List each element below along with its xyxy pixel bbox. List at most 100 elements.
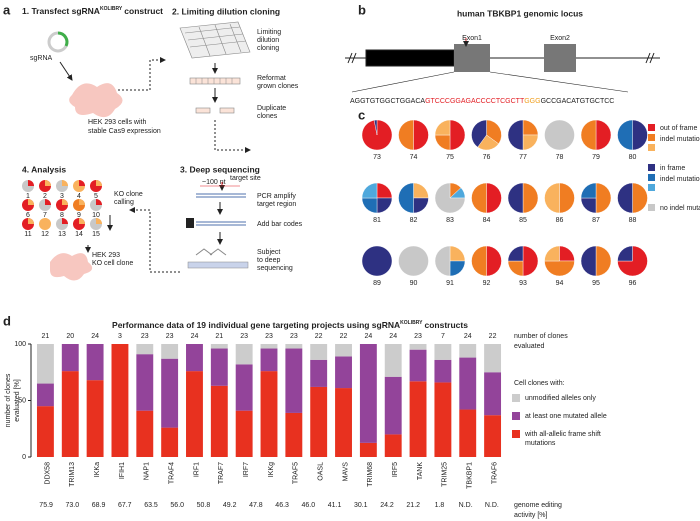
x-tick-label: TBKBP1 <box>467 462 474 489</box>
pie-label: 75 <box>446 154 454 161</box>
pie-slice <box>522 245 539 277</box>
pie-label: 88 <box>629 217 637 224</box>
pie-label: 81 <box>373 217 381 224</box>
pie-label: 74 <box>410 154 418 161</box>
bar-segment <box>136 410 154 457</box>
bar-segment <box>335 344 352 357</box>
clone-count: 24 <box>91 333 99 340</box>
caption: HEK 293 cells with <box>88 119 146 126</box>
clone-count: 21 <box>215 333 223 340</box>
clone-number: 7 <box>43 212 47 219</box>
panel-letter: a <box>3 2 11 17</box>
legend-swatch <box>648 124 655 131</box>
bar-segment <box>210 385 228 457</box>
mini-pie-slice <box>28 180 34 186</box>
pie-slice <box>398 182 414 214</box>
bar-segment <box>210 344 228 349</box>
x-tick-label: TRIM13 <box>69 462 76 487</box>
pie-slice <box>507 245 524 262</box>
legend-swatch <box>512 412 520 420</box>
bar-segment <box>61 371 79 457</box>
step-title: 4. Analysis <box>22 164 66 174</box>
legend-label: no indel mutation <box>660 205 700 212</box>
bar-segment <box>86 380 104 457</box>
bar-segment <box>61 344 79 372</box>
x-tick-label: TRAF4 <box>168 462 175 484</box>
activity-title: genome editing <box>514 502 562 509</box>
legend-label: out of frame <box>660 125 697 132</box>
bar-segment <box>210 348 228 386</box>
legend-title: Cell clones with: <box>514 380 565 387</box>
counts-title: evaluated <box>514 343 544 350</box>
counts-title: number of clones <box>514 333 568 340</box>
y-tick-label: 0 <box>22 454 26 461</box>
pie-slice <box>617 119 633 151</box>
bar-segment <box>459 409 477 457</box>
pie-label: 91 <box>446 280 454 287</box>
activity-value: 46.3 <box>275 502 289 509</box>
pie-label: 87 <box>592 217 600 224</box>
panel-b-art <box>345 38 660 93</box>
pie-slice <box>413 197 429 214</box>
pie-label: 83 <box>446 217 454 224</box>
caption: dilution <box>257 37 279 44</box>
pie-label: 96 <box>629 280 637 287</box>
pie-label: 94 <box>556 280 564 287</box>
bar-segment <box>310 386 328 457</box>
caption: Limiting <box>257 29 281 36</box>
bar-segment <box>384 376 402 435</box>
activity-value: 46.0 <box>302 502 316 509</box>
caption: KO cell clone <box>92 260 133 267</box>
panel-letter: c <box>358 107 365 122</box>
pie-slice <box>544 260 575 277</box>
clone-number: 2 <box>43 193 47 200</box>
activity-value: 49.2 <box>223 502 237 509</box>
bar-segment <box>235 410 253 457</box>
bar-segment <box>409 344 427 350</box>
bar-segment <box>260 344 278 349</box>
bar-segment <box>235 364 253 411</box>
clone-number: 9 <box>77 212 81 219</box>
pie-slice <box>544 119 575 151</box>
pie-slice <box>522 119 539 136</box>
caption: PCR amplify <box>257 193 296 200</box>
activity-value: 50.8 <box>197 502 211 509</box>
clone-number: 4 <box>77 193 81 200</box>
legend-label: unmodified alleles only <box>525 395 596 402</box>
bar-segment <box>484 372 502 416</box>
caption: grown clones <box>257 83 299 90</box>
pie-label: 78 <box>556 154 564 161</box>
bar-segment <box>111 344 129 457</box>
x-tick-label: NAP1 <box>144 462 151 480</box>
bar-segment <box>335 388 352 457</box>
sequence-part: AGGTGTGGCTGGACA <box>350 98 425 105</box>
activity-value: 56.0 <box>170 502 184 509</box>
clone-count: 3 <box>118 333 122 340</box>
pie-slice <box>507 182 524 214</box>
legend-label: with all-allelic frame shift <box>524 431 601 438</box>
pie-slice <box>361 245 393 277</box>
clone-count: 23 <box>414 333 422 340</box>
y-tick-label: 50 <box>18 397 26 404</box>
caption: Subject <box>257 249 280 256</box>
chart-title-text: Performance data of 19 individual gene t… <box>112 320 400 330</box>
legend-swatch <box>648 144 655 151</box>
pie-slice <box>632 119 648 151</box>
clone-number: 13 <box>58 231 66 238</box>
bar-segment <box>285 344 303 349</box>
bar-segment <box>384 434 402 457</box>
pie-slice <box>595 245 612 277</box>
clone-count: 22 <box>489 333 497 340</box>
pie-slice <box>617 245 648 277</box>
pie-slice <box>507 119 524 151</box>
annotation: target site <box>230 175 261 182</box>
annotation: ~100 nt <box>202 179 226 186</box>
x-tick-label: TRAF7 <box>218 462 225 484</box>
clone-count: 23 <box>290 333 298 340</box>
chart-title-sup: KOLIBRY <box>400 320 423 326</box>
pie-label: 79 <box>592 154 600 161</box>
pie-label: 77 <box>519 154 527 161</box>
activity-value: 41.1 <box>328 502 342 509</box>
pie-slice <box>486 182 502 214</box>
legend-swatch <box>648 134 655 141</box>
